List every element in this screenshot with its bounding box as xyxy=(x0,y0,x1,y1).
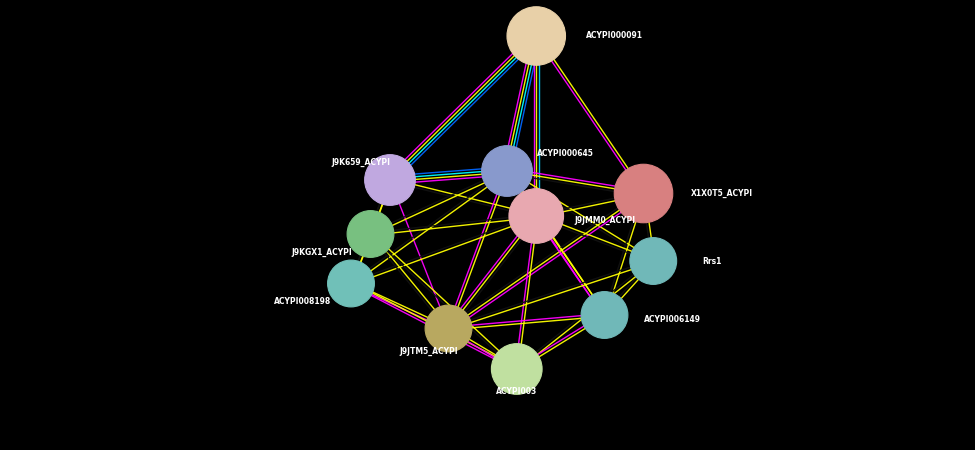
Text: J9JTM5_ACYPI: J9JTM5_ACYPI xyxy=(400,346,458,356)
Text: ACYPI008198: ACYPI008198 xyxy=(274,297,331,306)
Text: ACYPI006149: ACYPI006149 xyxy=(644,315,701,324)
Ellipse shape xyxy=(425,305,472,352)
Text: J9K659_ACYPI: J9K659_ACYPI xyxy=(332,158,390,166)
Text: Rrs1: Rrs1 xyxy=(702,256,722,266)
Text: ACYPI003: ACYPI003 xyxy=(496,387,537,396)
Ellipse shape xyxy=(491,344,542,394)
Ellipse shape xyxy=(614,164,673,223)
Ellipse shape xyxy=(581,292,628,338)
Ellipse shape xyxy=(328,260,374,307)
Ellipse shape xyxy=(630,238,677,284)
Text: X1X0T5_ACYPI: X1X0T5_ACYPI xyxy=(690,189,753,198)
Text: ACYPI000091: ACYPI000091 xyxy=(586,32,643,40)
Text: ACYPI000645: ACYPI000645 xyxy=(537,148,594,157)
Ellipse shape xyxy=(482,146,532,196)
Ellipse shape xyxy=(365,155,415,205)
Ellipse shape xyxy=(347,211,394,257)
Text: J9KGX1_ACYPI: J9KGX1_ACYPI xyxy=(292,248,352,256)
Ellipse shape xyxy=(509,189,564,243)
Ellipse shape xyxy=(507,7,566,65)
Text: J9JMM0_ACYPI: J9JMM0_ACYPI xyxy=(574,216,635,225)
